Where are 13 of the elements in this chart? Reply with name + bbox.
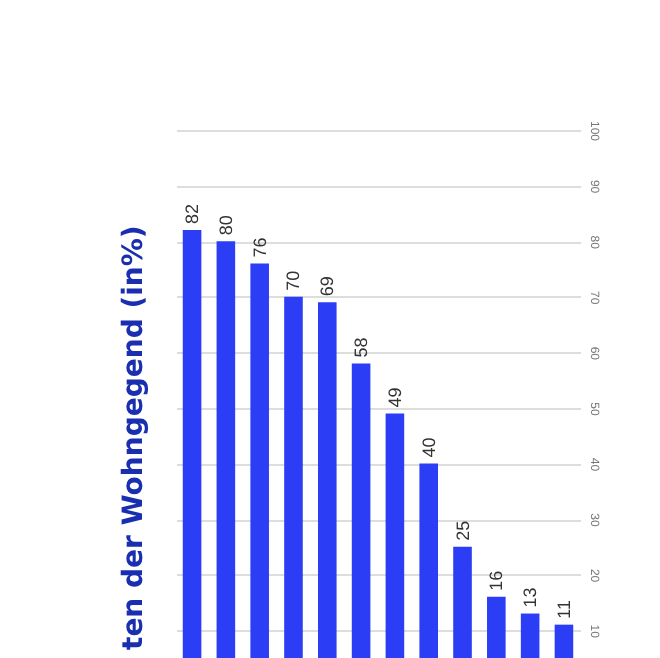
text: ten der Wohngegend (in%) bbox=[118, 225, 150, 650]
data-label: 82 bbox=[182, 204, 203, 225]
data-label: 76 bbox=[249, 237, 270, 258]
data-label: 16 bbox=[486, 570, 507, 591]
data-label: 80 bbox=[215, 215, 236, 236]
data-label: 58 bbox=[351, 337, 372, 358]
data-label: 70 bbox=[283, 270, 304, 291]
data-label: 11 bbox=[553, 599, 574, 619]
data-label: 49 bbox=[384, 387, 405, 408]
data-label: 69 bbox=[317, 276, 338, 297]
data-label: 25 bbox=[452, 520, 473, 541]
data-label: 40 bbox=[418, 437, 439, 458]
data-label: 13 bbox=[520, 587, 541, 608]
